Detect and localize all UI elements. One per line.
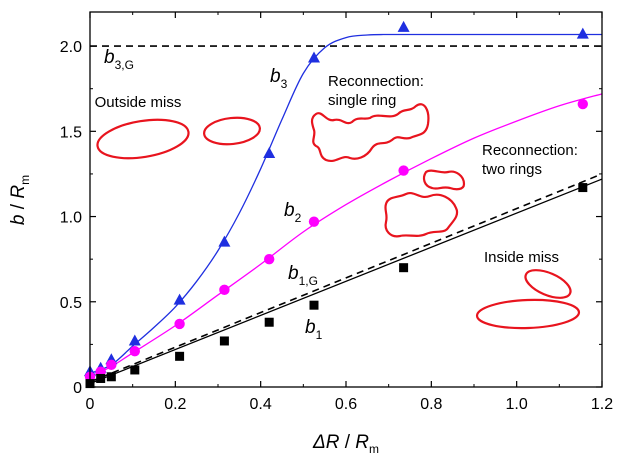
data-point-2-4 (175, 351, 185, 361)
annotation-two-rings: Reconnection: two rings (482, 142, 582, 178)
annotation-single-ring: Reconnection: single ring (328, 73, 428, 109)
data-point-2-5 (219, 336, 229, 346)
ring-two-large (384, 192, 459, 238)
data-point-0-9 (576, 27, 589, 39)
label-b3g: b3,G (104, 47, 134, 72)
reference-line-0 (89, 173, 603, 383)
data-point-0-4 (173, 293, 186, 305)
x-axis-title: ΔR / Rm (312, 432, 379, 456)
data-point-1-2 (106, 359, 117, 371)
ring-inside-large (475, 298, 581, 330)
y-axis-title: b / Rm (8, 175, 32, 225)
data-point-1-6 (264, 253, 275, 265)
data-markers (84, 20, 589, 389)
data-point-2-3 (130, 365, 140, 375)
label-b2: b2 (284, 200, 302, 225)
data-point-0-8 (397, 20, 410, 32)
ring-single-deformed (310, 103, 430, 162)
data-point-2-9 (578, 183, 588, 193)
data-point-1-9 (577, 98, 588, 110)
data-point-2-1 (96, 373, 106, 383)
annotation-inside-miss: Inside miss (484, 249, 559, 266)
data-point-1-4 (174, 318, 185, 330)
data-point-2-7 (309, 300, 319, 310)
x-tick-label: 1.0 (506, 396, 528, 413)
y-tick-label: 0 (73, 380, 82, 397)
data-point-0-5 (218, 235, 231, 247)
data-point-2-2 (106, 372, 116, 382)
label-b3: b3 (270, 66, 288, 91)
data-point-0-7 (308, 51, 320, 63)
x-tick-label: 0.2 (164, 396, 186, 413)
series-fit-line-1 (89, 93, 603, 378)
annotation-outside-miss: Outside miss (95, 94, 182, 111)
ring-two-small (422, 169, 466, 191)
data-point-1-7 (308, 216, 320, 227)
x-tick-label: 1.2 (591, 396, 613, 413)
label-b1: b1 (305, 317, 323, 342)
ring-outside-large (96, 118, 190, 160)
data-point-1-5 (219, 284, 230, 296)
y-tick-label: 0.5 (60, 295, 82, 312)
y-tick-label: 1.0 (60, 210, 82, 227)
label-b1g: b1,G (288, 263, 318, 288)
x-tick-label: 0 (86, 396, 95, 413)
series-fit-line-2 (89, 178, 603, 385)
ring-outside-small (203, 116, 261, 146)
y-tick-label: 2.0 (60, 39, 82, 56)
y-tick-label: 1.5 (60, 124, 82, 141)
data-point-2-8 (399, 263, 409, 273)
axis-ticks: 0 0.2 0.4 0.6 0.8 1.0 1.2 0 0.5 1.0 1.5 2.0 (60, 12, 613, 413)
data-point-2-6 (264, 317, 274, 327)
ring-inside-small (524, 269, 572, 299)
series-fit-line-0 (89, 33, 602, 374)
data-point-0-6 (263, 146, 276, 158)
data-point-1-3 (129, 346, 140, 357)
x-tick-label: 0.6 (335, 396, 357, 413)
data-point-0-3 (128, 334, 141, 346)
x-tick-label: 0.4 (250, 396, 272, 413)
x-tick-label: 0.8 (420, 396, 442, 413)
ring-sketches (96, 103, 581, 330)
data-point-1-8 (398, 165, 409, 176)
